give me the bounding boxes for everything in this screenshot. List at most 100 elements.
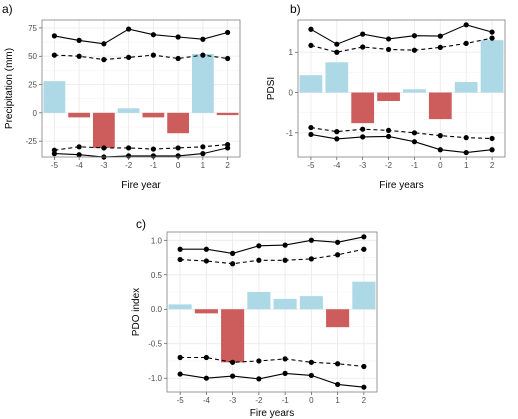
- series-line-lower-solid: [310, 133, 493, 154]
- x-tick-label: 0: [176, 161, 181, 170]
- series-line-upper-dashed: [310, 37, 493, 53]
- series-point: [308, 131, 314, 138]
- series-point: [360, 134, 366, 140]
- plot-border: [297, 19, 506, 158]
- series-point: [335, 361, 341, 367]
- y-axis-title: PDO index: [131, 288, 142, 336]
- series-point: [126, 145, 132, 151]
- x-tick-label: 2: [490, 161, 495, 170]
- bar: [68, 112, 91, 118]
- series-point: [175, 153, 181, 159]
- x-tick-label: -2: [255, 396, 263, 405]
- x-axis-title: Fire year: [121, 180, 161, 191]
- y-tick-label: 1.0: [151, 236, 163, 245]
- series-line-lower-dashed: [180, 356, 364, 368]
- series-point: [230, 250, 236, 256]
- bar: [216, 112, 239, 116]
- series-point: [437, 33, 443, 39]
- bar: [299, 296, 323, 310]
- series-point: [308, 359, 314, 365]
- x-tick-label: 1: [201, 161, 206, 170]
- series-point: [308, 372, 314, 379]
- series-point: [256, 358, 262, 364]
- series-line-lower-dashed: [310, 127, 493, 140]
- x-tick-label: 1: [335, 396, 340, 405]
- y-tick-label: 25: [28, 81, 37, 90]
- bar: [299, 75, 323, 93]
- y-tick-label: -25: [25, 137, 37, 146]
- series-point: [282, 242, 288, 248]
- series-point: [361, 363, 367, 370]
- x-tick-label: 0: [309, 396, 314, 405]
- bar: [480, 40, 504, 93]
- series-point: [203, 375, 209, 381]
- series-point: [200, 52, 206, 58]
- series-point: [51, 151, 57, 157]
- x-tick-label: -4: [203, 396, 211, 405]
- series-point: [76, 53, 82, 59]
- x-tick-label: -2: [125, 161, 133, 170]
- series-point: [361, 246, 367, 252]
- series-point: [225, 145, 231, 151]
- bar: [117, 108, 140, 113]
- series-line-upper-dashed: [180, 248, 365, 265]
- y-tick-label: 0: [33, 109, 38, 118]
- series-point: [175, 34, 181, 40]
- series-point: [385, 46, 392, 53]
- series-point: [411, 33, 418, 39]
- bar: [273, 298, 297, 310]
- bar: [403, 89, 426, 93]
- series-point: [282, 257, 288, 263]
- series-line-upper-solid: [54, 28, 228, 45]
- series-point: [177, 354, 183, 361]
- bar: [377, 92, 400, 101]
- series-point: [203, 246, 209, 252]
- panel-label: b): [290, 2, 301, 16]
- x-tick-label: -5: [51, 161, 59, 170]
- x-tick-label: -2: [385, 161, 393, 170]
- bar: [142, 112, 165, 118]
- panel-label: a): [2, 2, 13, 16]
- bar: [168, 304, 192, 310]
- bar: [191, 53, 214, 113]
- series-point: [203, 354, 209, 361]
- bar: [92, 112, 115, 148]
- x-axis-title: Fire years: [250, 408, 294, 419]
- series-point: [230, 261, 236, 267]
- y-axis-title: Precipitation (mm): [4, 48, 15, 129]
- y-tick-label: -1.0: [148, 374, 162, 383]
- series-point: [334, 49, 340, 55]
- x-tick-label: -1: [282, 396, 290, 405]
- series-point: [282, 370, 288, 376]
- plot-border: [41, 19, 241, 158]
- series-point: [203, 258, 209, 264]
- series-point: [335, 252, 341, 258]
- x-tick-label: -3: [100, 161, 108, 170]
- series-point: [230, 359, 236, 365]
- x-tick-label: 0: [438, 161, 443, 170]
- y-tick-label: 1: [289, 48, 294, 57]
- x-tick-label: -1: [411, 161, 419, 170]
- series-point: [126, 26, 132, 32]
- series-point: [308, 42, 314, 48]
- bar: [194, 309, 218, 314]
- bar: [167, 112, 190, 134]
- series-point: [308, 237, 314, 243]
- x-tick-label: -4: [333, 161, 341, 170]
- x-tick-label: -4: [76, 161, 84, 170]
- series-point: [200, 36, 206, 42]
- series-point: [411, 130, 418, 136]
- series-point: [437, 133, 443, 139]
- y-tick-label: 0: [289, 89, 294, 98]
- series-point: [489, 147, 495, 153]
- bar: [352, 281, 376, 310]
- series-point: [360, 126, 366, 132]
- x-axis-title: Fire years: [379, 180, 423, 191]
- series-point: [361, 234, 367, 240]
- series-line-lower-dashed: [54, 143, 228, 151]
- series-point: [334, 41, 340, 47]
- bar: [454, 82, 478, 93]
- series-point: [76, 37, 82, 43]
- series-point: [51, 33, 57, 39]
- x-tick-label: -5: [307, 161, 315, 170]
